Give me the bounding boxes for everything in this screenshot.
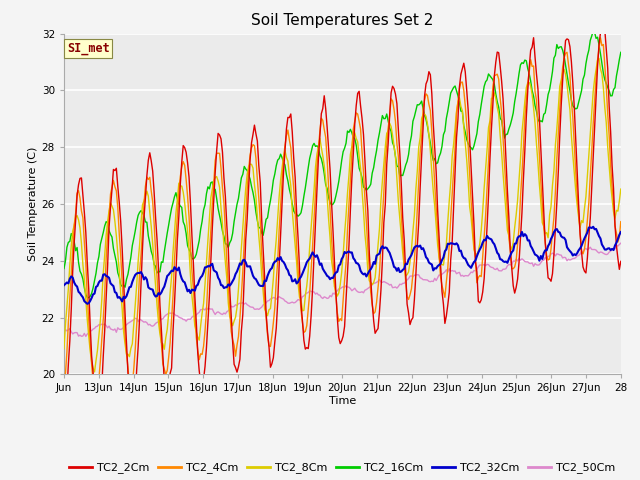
Title: Soil Temperatures Set 2: Soil Temperatures Set 2 <box>252 13 433 28</box>
Legend: TC2_2Cm, TC2_4Cm, TC2_8Cm, TC2_16Cm, TC2_32Cm, TC2_50Cm: TC2_2Cm, TC2_4Cm, TC2_8Cm, TC2_16Cm, TC2… <box>65 458 620 478</box>
X-axis label: Time: Time <box>329 396 356 406</box>
Text: SI_met: SI_met <box>67 42 109 55</box>
Y-axis label: Soil Temperature (C): Soil Temperature (C) <box>28 147 38 261</box>
